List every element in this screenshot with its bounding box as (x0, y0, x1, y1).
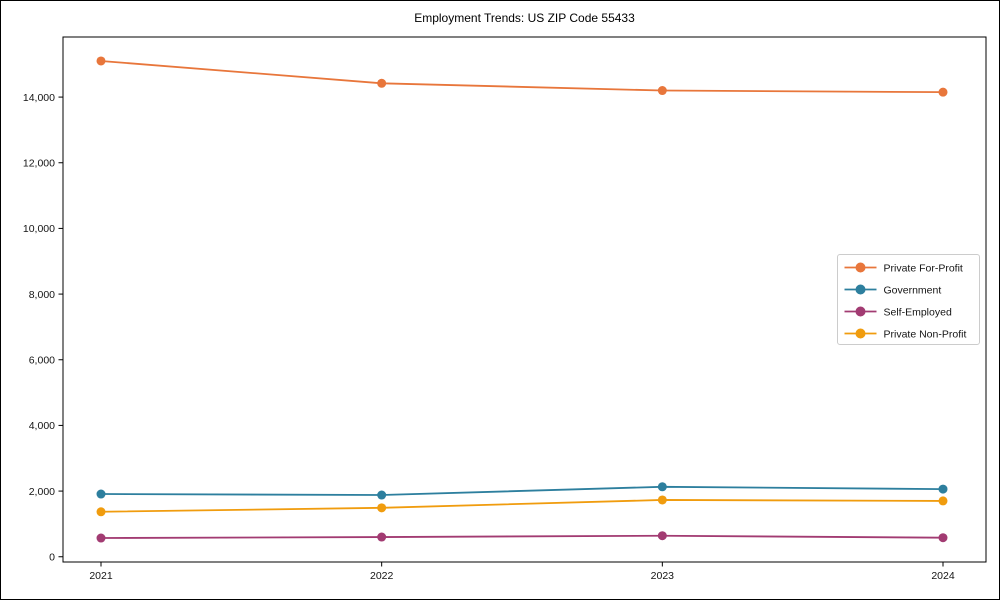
legend-marker-icon (855, 328, 866, 339)
data-point-private-for-profit (377, 78, 387, 88)
data-point-private-non-profit (96, 507, 106, 517)
x-tick-label: 2022 (370, 570, 394, 582)
series-line-self-employed (100, 534, 944, 539)
series-line-private-for-profit (100, 60, 944, 94)
data-point-self-employed (377, 532, 387, 542)
data-point-government (377, 490, 387, 500)
data-point-private-for-profit (657, 86, 667, 96)
y-tick-label: 2,000 (29, 486, 55, 498)
data-point-private-for-profit (938, 87, 948, 97)
legend-label: Private For-Profit (884, 262, 963, 274)
data-point-private-non-profit (657, 495, 667, 505)
y-tick-label: 10,000 (23, 223, 55, 235)
y-tick-label: 4,000 (29, 420, 55, 432)
series-line-government (100, 485, 944, 496)
data-point-government (938, 484, 948, 494)
data-point-government (96, 489, 106, 499)
legend-marker-icon (855, 306, 866, 317)
y-tick-label: 6,000 (29, 354, 55, 366)
legend-label: Self-Employed (884, 306, 952, 318)
x-tick-label: 2021 (89, 570, 113, 582)
data-point-self-employed (938, 533, 948, 543)
y-tick-label: 14,000 (23, 92, 55, 104)
data-point-government (657, 482, 667, 492)
data-point-private-non-profit (377, 503, 387, 513)
y-tick-label: 12,000 (23, 157, 55, 169)
plot-border (62, 36, 987, 563)
legend-box (837, 254, 980, 345)
legend-marker-icon (855, 262, 866, 273)
y-tick-label: 0 (49, 551, 55, 563)
x-tick-label: 2023 (651, 570, 675, 582)
legend-marker-icon (855, 284, 866, 295)
data-point-self-employed (657, 531, 667, 541)
legend-label: Government (884, 284, 942, 296)
data-point-self-employed (96, 533, 106, 543)
chart-title: Employment Trends: US ZIP Code 55433 (414, 11, 635, 25)
series-line-private-non-profit (100, 499, 944, 513)
legend-label: Private Non-Profit (884, 328, 967, 340)
y-tick-label: 8,000 (29, 289, 55, 301)
data-point-private-non-profit (938, 496, 948, 506)
x-tick-label: 2024 (931, 570, 955, 582)
data-point-private-for-profit (96, 56, 106, 66)
